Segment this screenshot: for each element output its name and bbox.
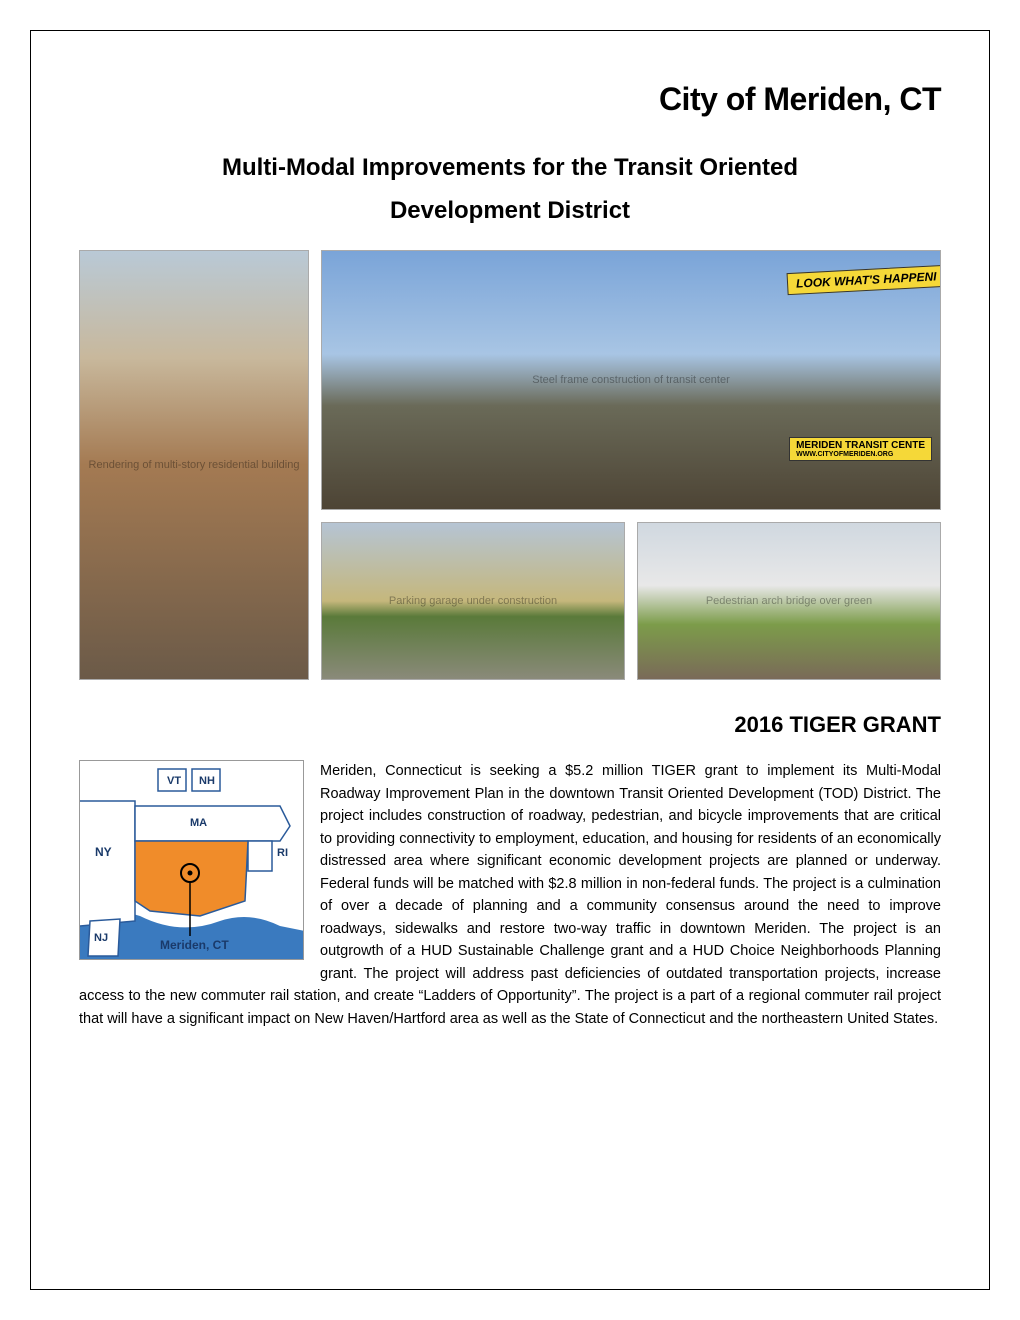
map-svg: VT NH MA NY RI NJ Meriden, CT xyxy=(80,761,304,960)
map-marker-dot xyxy=(188,871,193,876)
page-subtitle: Multi-Modal Improvements for the Transit… xyxy=(79,146,941,232)
image-alt: Parking garage under construction xyxy=(322,523,624,679)
map-label-nj: NJ xyxy=(94,932,108,944)
map-label-ny: NY xyxy=(95,845,112,859)
transit-center-sign: MERIDEN TRANSIT CENTE WWW.CITYOFMERIDEN.… xyxy=(789,437,932,461)
map-ri xyxy=(248,841,272,871)
image-bottom-row: Parking garage under construction Pedest… xyxy=(321,522,941,680)
image-parking-garage: Parking garage under construction xyxy=(321,522,625,680)
map-label-city: Meriden, CT xyxy=(160,938,229,952)
page-frame: City of Meriden, CT Multi-Modal Improvem… xyxy=(30,30,990,1290)
location-map: VT NH MA NY RI NJ Meriden, CT xyxy=(79,760,304,960)
grant-heading: 2016 TIGER GRANT xyxy=(79,712,941,738)
map-label-ma: MA xyxy=(190,817,207,829)
subtitle-line-1: Multi-Modal Improvements for the Transit… xyxy=(222,154,798,181)
subtitle-line-2: Development District xyxy=(390,197,630,224)
map-label-ri: RI xyxy=(277,847,288,859)
image-grid: Rendering of multi-story residential bui… xyxy=(79,250,941,680)
sign-line-1: MERIDEN TRANSIT CENTE xyxy=(796,440,925,451)
map-label-vt: VT xyxy=(167,775,181,787)
image-right-column: Steel frame construction of transit cent… xyxy=(321,250,941,680)
image-alt: Rendering of multi-story residential bui… xyxy=(80,251,308,679)
sign-line-2: WWW.CITYOFMERIDEN.ORG xyxy=(796,451,925,458)
map-ct xyxy=(135,841,248,916)
image-building-rendering: Rendering of multi-story residential bui… xyxy=(79,250,309,680)
body-section: VT NH MA NY RI NJ Meriden, CT Meriden, C… xyxy=(79,760,941,1030)
map-ny xyxy=(80,801,135,926)
image-left-column: Rendering of multi-story residential bui… xyxy=(79,250,309,680)
map-label-nh: NH xyxy=(199,775,215,787)
map-ma xyxy=(135,806,290,841)
image-pedestrian-bridge: Pedestrian arch bridge over green xyxy=(637,522,941,680)
page-title: City of Meriden, CT xyxy=(79,81,941,118)
image-alt: Pedestrian arch bridge over green xyxy=(638,523,940,679)
image-transit-center-construction: Steel frame construction of transit cent… xyxy=(321,250,941,510)
